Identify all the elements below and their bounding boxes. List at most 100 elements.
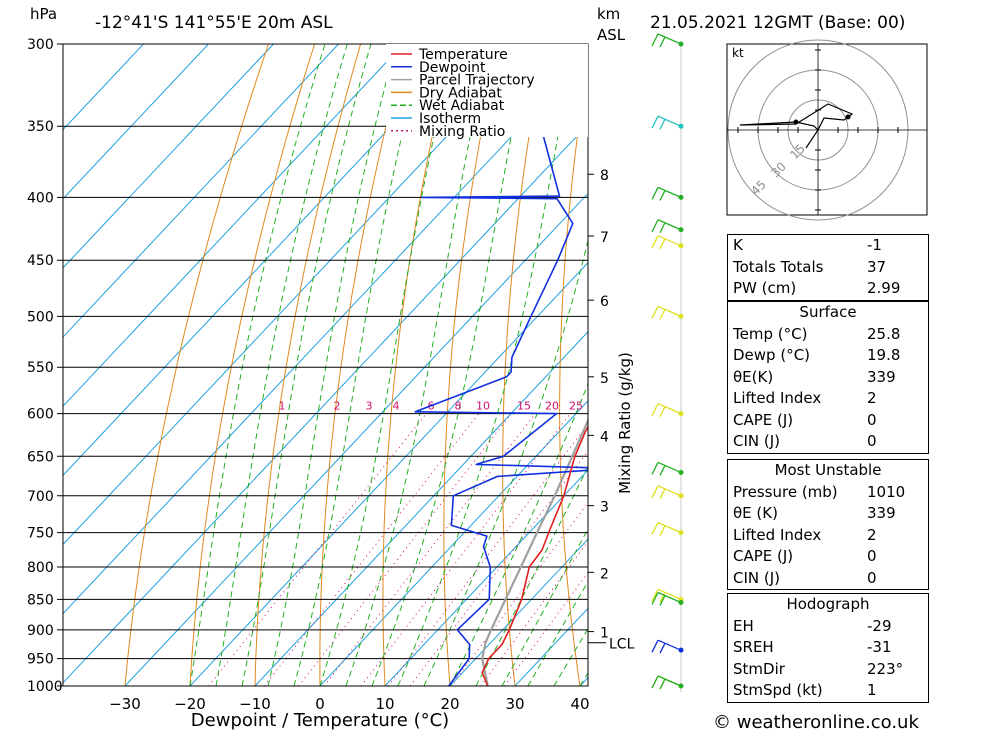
isotherm-line — [63, 123, 588, 684]
wind-barb-dot — [678, 411, 684, 417]
stat-label: θE (K) — [733, 504, 778, 522]
km-tick-label: 8 — [600, 168, 609, 184]
mixing-ratio-label: 1 — [279, 400, 286, 413]
wind-barb-flag — [651, 592, 659, 605]
km-tick-label: 6 — [600, 294, 609, 310]
stat-label: Lifted Index — [733, 389, 822, 407]
wind-barb — [651, 639, 684, 654]
wind-barb-flag — [651, 522, 659, 535]
stat-row: Lifted Index 2 — [728, 525, 928, 547]
wind-barb-flag — [651, 115, 659, 129]
x-tick-label: 40 — [570, 695, 589, 713]
stat-label: CAPE (J) — [733, 410, 794, 429]
legend-item-label: Temperature — [418, 47, 508, 63]
km-tick-label: 7 — [600, 230, 609, 246]
wind-barb — [651, 235, 684, 250]
legend-item-label: Dry Adiabat — [419, 85, 502, 101]
pressure-tick-label: 1000 — [27, 679, 63, 695]
hodograph-unit-label: kt — [732, 46, 744, 60]
pressure-tick-label: 950 — [27, 652, 54, 668]
stat-row: Temp (°C) 25.8 — [728, 324, 928, 346]
mixing-ratio-line — [409, 450, 588, 686]
stat-row: K -1 — [728, 235, 928, 257]
stat-row: Dewp (°C) 19.8 — [728, 345, 928, 367]
stat-value: 2 — [867, 525, 877, 544]
pressure-tick-label: 550 — [27, 360, 54, 376]
stat-row: SREH -31 — [728, 637, 928, 659]
mixing-ratio-line — [208, 413, 427, 686]
mixing-ratio-axis-title: Mixing Ratio (g/kg) — [616, 352, 634, 494]
stat-label: StmSpd (kt) — [733, 681, 823, 699]
legend-box — [386, 44, 588, 137]
wet-adiabat-line — [423, 238, 588, 686]
hodograph-box: Hodograph EH -29 SREH -31 StmDir 223° StmSpd (k… — [727, 593, 929, 703]
stat-row: CAPE (J) 0 — [728, 546, 928, 568]
stat-value: 0 — [867, 410, 877, 429]
stat-label: EH — [733, 616, 754, 635]
stat-label: SREH — [733, 638, 774, 656]
pressure-tick-label: 750 — [27, 526, 54, 542]
km-tick-label: 1 — [600, 626, 609, 642]
stat-value: -29 — [867, 616, 892, 635]
isotherm-line — [254, 331, 588, 686]
stat-row: StmSpd (kt) 1 — [728, 680, 928, 702]
dry-adiabat-line — [189, 44, 316, 686]
wet-adiabat-line — [397, 44, 576, 686]
wind-barb-flag — [659, 678, 666, 690]
isotherm-line — [189, 261, 588, 686]
temperature-line — [481, 425, 588, 686]
wind-barb-flag — [659, 406, 666, 417]
x-tick-label: −10 — [239, 695, 271, 713]
wind-barb-flag — [659, 36, 666, 48]
wind-barb-shaft — [657, 461, 682, 474]
isotherm-line — [63, 44, 209, 200]
stat-row: Totals Totals 37 — [728, 257, 928, 279]
wind-barb — [651, 219, 684, 234]
isotherm-line — [63, 54, 588, 615]
most-unstable-box: Most Unstable Pressure (mb) 1010 θE (K) 339 L… — [727, 459, 929, 590]
stat-label: Pressure (mb) — [733, 482, 838, 501]
wind-barb-shaft — [657, 522, 682, 534]
dry-adiabat-line — [443, 44, 500, 686]
pressure-tick-label: 650 — [27, 449, 54, 465]
x-tick-label: 30 — [505, 695, 524, 713]
stat-value: 0 — [867, 432, 877, 450]
legend-item-label: Parcel Trajectory — [419, 73, 535, 89]
isotherm-line — [63, 44, 469, 477]
wind-barb-dot — [678, 227, 684, 233]
wind-barb-flag — [659, 592, 666, 603]
stat-row: CAPE (J) 0 — [728, 410, 928, 432]
pressure-tick-label: 900 — [27, 623, 54, 639]
wind-barb — [651, 305, 684, 320]
mixing-ratio-label: 20 — [545, 400, 559, 413]
stat-label: θE(K) — [733, 367, 774, 386]
wind-barb-flag — [659, 190, 666, 201]
hodograph-frame — [726, 43, 928, 216]
wind-barb — [651, 403, 684, 417]
wind-barb — [651, 33, 684, 48]
wind-barb-flag — [651, 33, 659, 47]
stat-value: 339 — [867, 367, 896, 386]
stat-section-title: Surface — [799, 303, 857, 321]
x-tick-label: 10 — [375, 695, 394, 713]
stat-label: K — [733, 236, 743, 254]
mixing-ratio-label: 10 — [476, 400, 490, 413]
stat-label: Temp (°C) — [733, 324, 808, 343]
stat-label: PW (cm) — [733, 279, 797, 297]
pressure-tick-label: 350 — [27, 119, 54, 135]
wet-adiabat-line — [475, 465, 588, 686]
km-tick-label: 5 — [600, 371, 609, 387]
wind-barb-flag — [659, 488, 666, 500]
isotherm-line — [63, 44, 144, 131]
mixing-ratio-line — [360, 413, 571, 686]
parcel-trajectory-line — [481, 417, 588, 686]
wind-barb — [651, 485, 684, 500]
wind-barb-dot — [678, 194, 684, 200]
wind-barb-flag — [651, 306, 659, 319]
isotherm-line — [63, 44, 274, 269]
stat-label: Dewp (°C) — [733, 346, 811, 364]
x-axis-title: Dewpoint / Temperature (°C) — [191, 710, 449, 731]
wet-adiabat-line — [449, 382, 588, 686]
wind-barb-flag — [651, 187, 659, 200]
